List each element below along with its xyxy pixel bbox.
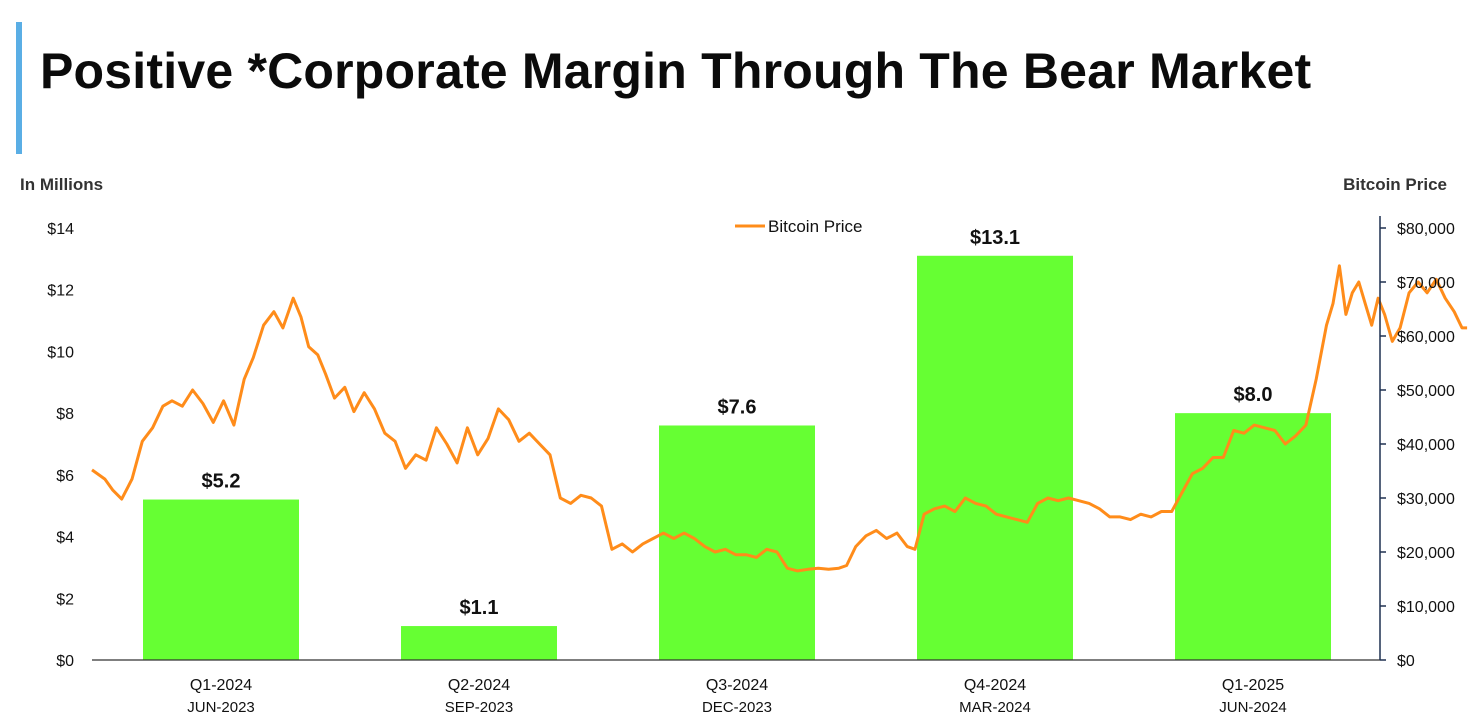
y2-tick-label: $40,000 [1397,437,1455,454]
bitcoin-price-line [91,264,1468,573]
y-tick-label: $14 [47,221,74,238]
bar-q4-2024 [917,255,1073,660]
y2-tick-label: $50,000 [1397,383,1455,400]
bars: $5.2 $1.1 $7.6 $13.1 $8.0 [143,227,1331,660]
bar-q1-2025 [1175,413,1331,660]
x-subcategory-label: JUN-2023 [187,699,255,716]
y2-tick-label: $80,000 [1397,221,1455,238]
y-tick-label: $6 [56,468,74,485]
x-subcategory-label: SEP-2023 [445,699,513,716]
x-subcategory-label: DEC-2023 [702,699,772,716]
x-subcategory-label: JUN-2024 [1219,699,1287,716]
bar-value-label: $5.2 [202,471,241,493]
y2-tick-label: $20,000 [1397,545,1455,562]
x-category-label: Q2-2024 [448,677,510,694]
y2-tick-label: $70,000 [1397,275,1455,292]
y2-tick-label: $10,000 [1397,599,1455,616]
x-category-label: Q4-2024 [964,677,1026,694]
x-category-label: Q1-2025 [1222,677,1284,694]
x-category-label: Q3-2024 [706,677,768,694]
bar-value-label: $8.0 [1234,384,1273,406]
y-tick-label: $0 [56,653,74,670]
y-tick-label: $12 [47,283,74,300]
bar-q2-2024 [401,626,557,660]
bar-q3-2024 [659,425,815,660]
page-title: Positive *Corporate Margin Through The B… [40,43,1312,99]
y-tick-label: $8 [56,406,74,423]
bar-value-label: $13.1 [970,227,1020,249]
bar-value-label: $7.6 [718,396,757,418]
axes: Q1-2024 JUN-2023 Q2-2024 SEP-2023 Q3-2024 DEC… [47,216,1455,716]
y2-tick-label: $30,000 [1397,491,1455,508]
x-category-label: Q1-2024 [190,677,252,694]
bar-q1-2024 [143,499,299,660]
y-tick-label: $4 [56,530,74,547]
title-accent-bar [16,22,22,154]
y-axis-title: In Millions [20,175,103,194]
price-line-layer [91,264,1468,573]
bar-value-label: $1.1 [460,597,499,619]
y2-axis-title: Bitcoin Price [1343,175,1447,194]
y-tick-label: $2 [56,591,74,608]
legend-label-bitcoin-price: Bitcoin Price [768,217,862,236]
legend: Bitcoin Price [735,217,862,236]
y2-tick-label: $0 [1397,653,1415,670]
x-subcategory-label: MAR-2024 [959,699,1031,716]
y2-tick-label: $60,000 [1397,329,1455,346]
y-tick-label: $10 [47,344,74,361]
